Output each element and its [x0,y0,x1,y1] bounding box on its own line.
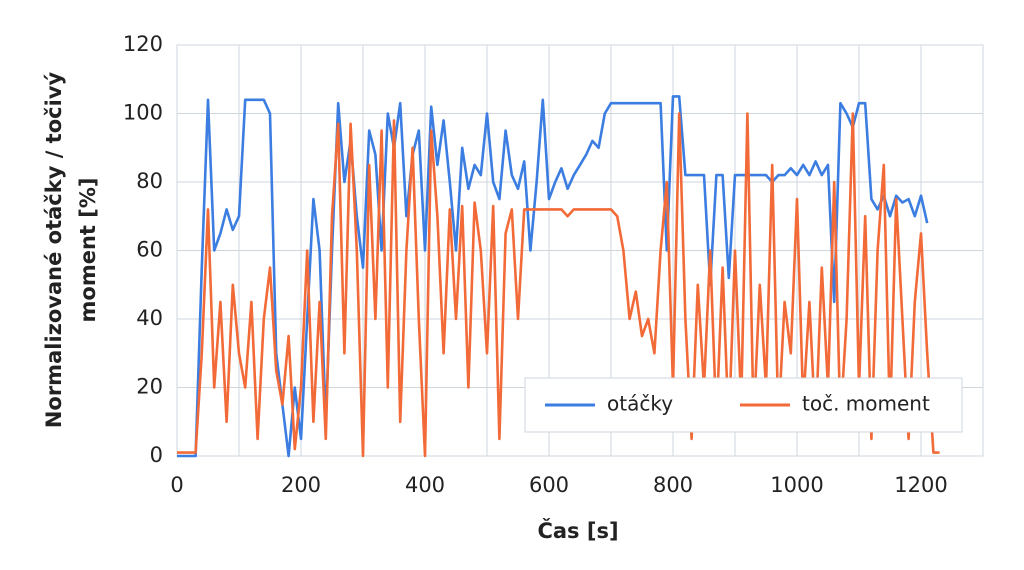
legend-label: otáčky [607,392,673,416]
y-axis-title-line: Normalizované otáčky / točivý [42,72,66,429]
x-axis-title: Čas [s] [537,518,618,543]
y-tick-label: 100 [123,101,163,125]
x-tick-label: 800 [653,473,693,497]
x-tick-label: 1000 [770,473,823,497]
series-line [177,112,940,458]
legend: otáčky toč. moment [524,377,963,433]
series-line [177,95,929,458]
x-tick-label: 0 [170,473,183,497]
x-tick-label: 600 [529,473,569,497]
plot-frame [176,44,984,457]
y-axis-title-line: moment [%] [76,178,100,323]
y-tick-label: 0 [150,443,163,467]
x-tick-label: 400 [405,473,445,497]
legend-label: toč. moment [802,392,930,416]
y-tick-label: 120 [123,32,163,56]
y-axis-title: Normalizované otáčky / točivý moment [%] [42,72,100,429]
y-tick-label: 60 [136,238,163,262]
y-tick-label: 80 [136,169,163,193]
y-tick-label: 20 [136,375,163,399]
x-tick-label: 1200 [894,473,947,497]
x-tick-label: 200 [281,473,321,497]
y-tick-label: 40 [136,306,163,330]
